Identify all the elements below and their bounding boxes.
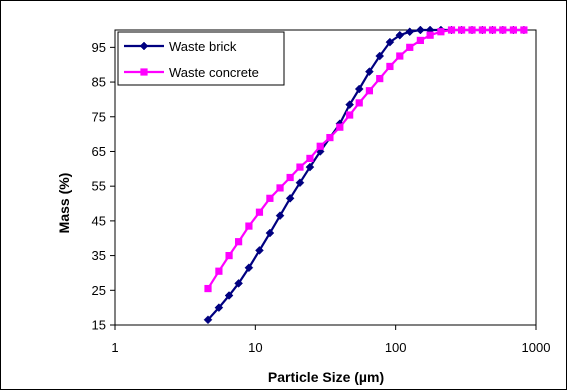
data-point [255,246,264,255]
data-point [355,99,363,107]
data-point [468,26,476,34]
data-point [395,30,405,40]
legend-marker [139,41,149,51]
y-tick-label: 65 [92,144,106,159]
data-point [488,26,497,34]
y-tick-label: 85 [92,75,106,90]
data-point [365,67,374,77]
legend-box [117,31,285,86]
data-point [416,36,424,45]
y-tick-label: 95 [92,40,106,55]
data-point [326,133,334,142]
data-point [416,25,425,35]
data-point [354,84,364,94]
y-tick-label: 45 [92,213,106,228]
data-point [365,87,374,95]
data-point [235,238,243,246]
data-point [385,37,395,47]
data-point [316,142,324,150]
data-point [295,178,305,188]
data-point [255,208,264,216]
y-tick-label: 25 [92,283,106,298]
x-axis-title: Particle Size (µm) [268,369,384,385]
data-point [224,291,234,300]
data-point [225,251,233,260]
legend-label: Waste brick [169,39,237,54]
data-point [447,26,456,34]
data-point [437,28,445,36]
y-tick-label: 35 [92,248,106,263]
x-tick-label: 100 [385,340,407,355]
data-point [244,263,254,273]
data-point [265,228,275,238]
data-point [285,193,295,203]
data-point [520,26,528,34]
y-axis-title: Mass (%) [56,173,72,234]
y-tick-label: 15 [92,318,106,333]
data-point [426,31,434,39]
data-point [346,111,354,119]
data-point [336,123,344,131]
data-point [296,163,304,171]
series-waste-concrete [204,26,528,293]
data-point [375,51,385,61]
data-point [306,154,314,163]
data-point [499,26,507,34]
legend-label: Waste concrete [169,65,259,80]
data-point [457,26,466,34]
x-tick-label: 1000 [522,340,551,355]
x-tick-label: 1 [111,340,118,355]
x-tick-label: 10 [248,340,262,355]
data-point [286,173,294,182]
data-point [276,184,284,192]
data-point [345,100,355,109]
legend-marker [140,68,148,76]
y-tick-label: 75 [92,109,106,124]
data-point [405,27,415,37]
data-point [478,26,486,34]
data-point [234,278,243,288]
data-point [406,43,414,51]
data-point [215,267,223,275]
data-point [376,74,384,83]
data-point [245,222,253,230]
data-point [396,52,404,60]
data-point [266,194,274,202]
data-point [305,162,315,172]
data-point [509,26,517,34]
data-point [204,284,212,293]
data-point [203,315,213,325]
data-point [214,303,224,313]
data-point [275,211,285,221]
data-point [386,62,394,71]
y-tick-label: 55 [92,179,106,194]
